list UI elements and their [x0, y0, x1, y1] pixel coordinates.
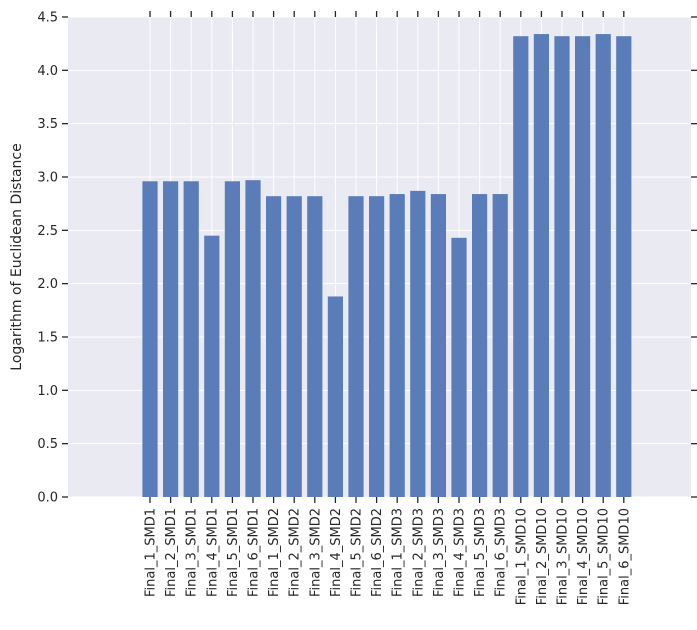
- bar: [451, 237, 467, 498]
- bar: [142, 181, 158, 497]
- bar: [307, 196, 323, 497]
- x-tick-label: Final_2_SMD1: [164, 508, 179, 597]
- y-tick-label: 1.0: [37, 384, 58, 399]
- x-tick-label: Final_2_SMD10: [535, 508, 550, 605]
- bar: [389, 194, 405, 498]
- x-tick-label: Final_1_SMD3: [391, 508, 406, 597]
- bar: [616, 36, 632, 497]
- y-tick-label: 1.5: [37, 331, 58, 346]
- x-tick-label: Final_2_SMD3: [411, 508, 426, 597]
- x-tick-label: Final_3_SMD1: [185, 508, 200, 597]
- y-tick-label: 3.5: [37, 117, 58, 132]
- y-tick-label: 0.0: [37, 491, 58, 506]
- x-tick-label: Final_1_SMD10: [514, 508, 529, 605]
- x-tick-label: Final_3_SMD10: [556, 508, 571, 605]
- x-tick-label: Final_6_SMD2: [370, 508, 385, 597]
- y-tick-label: 4.5: [37, 11, 58, 26]
- bar: [286, 196, 302, 497]
- x-tick-label: Final_4_SMD1: [205, 508, 220, 597]
- x-tick-label: Final_5_SMD2: [350, 508, 365, 597]
- bar: [245, 180, 261, 497]
- bar: [533, 34, 549, 498]
- y-axis-label: Logarithm of Euclidean Distance: [9, 143, 25, 370]
- bar: [348, 196, 364, 497]
- bars: [142, 34, 632, 498]
- x-tick-label: Final_1_SMD1: [144, 508, 159, 597]
- tick-marks: [62, 11, 697, 503]
- bar: [369, 196, 385, 497]
- bar: [472, 194, 488, 498]
- bar: [513, 36, 529, 497]
- bar: [266, 196, 282, 497]
- x-tick-label: Final_6_SMD10: [617, 508, 632, 605]
- x-tick-label: Final_4_SMD10: [576, 508, 591, 605]
- bar: [575, 36, 591, 497]
- x-tick-label: Final_3_SMD2: [308, 508, 323, 597]
- y-tick-label: 0.5: [37, 437, 58, 452]
- bar: [410, 190, 426, 497]
- bar: [595, 34, 611, 498]
- bar: [492, 194, 508, 498]
- y-tick-label: 3.0: [37, 171, 58, 186]
- bar: [554, 36, 570, 497]
- bar: [204, 235, 220, 497]
- x-tick-label: Final_4_SMD3: [453, 508, 468, 597]
- x-tick-labels: Final_1_SMD1 Final_2_SMD1 Final_3_SMD1 Fina…: [144, 508, 633, 605]
- bar: [163, 181, 179, 497]
- x-tick-label: Final_2_SMD2: [288, 508, 303, 597]
- x-tick-label: Final_5_SMD10: [597, 508, 612, 605]
- bar: [430, 194, 446, 498]
- x-tick-label: Final_5_SMD3: [473, 508, 488, 597]
- x-tick-label: Final_5_SMD1: [226, 508, 241, 597]
- x-tick-label: Final_3_SMD3: [432, 508, 447, 597]
- bar: [224, 181, 240, 497]
- y-tick-labels: 0.0 0.5 1.0 1.5 2.0 2.5 3.0 3.5 4.0 4.5: [37, 11, 58, 506]
- x-tick-label: Final_6_SMD3: [494, 508, 509, 597]
- x-tick-label: Final_4_SMD2: [329, 508, 344, 597]
- y-tick-label: 2.0: [37, 277, 58, 292]
- x-tick-label: Final_6_SMD1: [247, 508, 262, 597]
- y-tick-label: 4.0: [37, 64, 58, 79]
- bar: [183, 181, 199, 497]
- y-tick-label: 2.5: [37, 224, 58, 239]
- x-tick-label: Final_1_SMD2: [267, 508, 282, 597]
- bar: [327, 296, 343, 497]
